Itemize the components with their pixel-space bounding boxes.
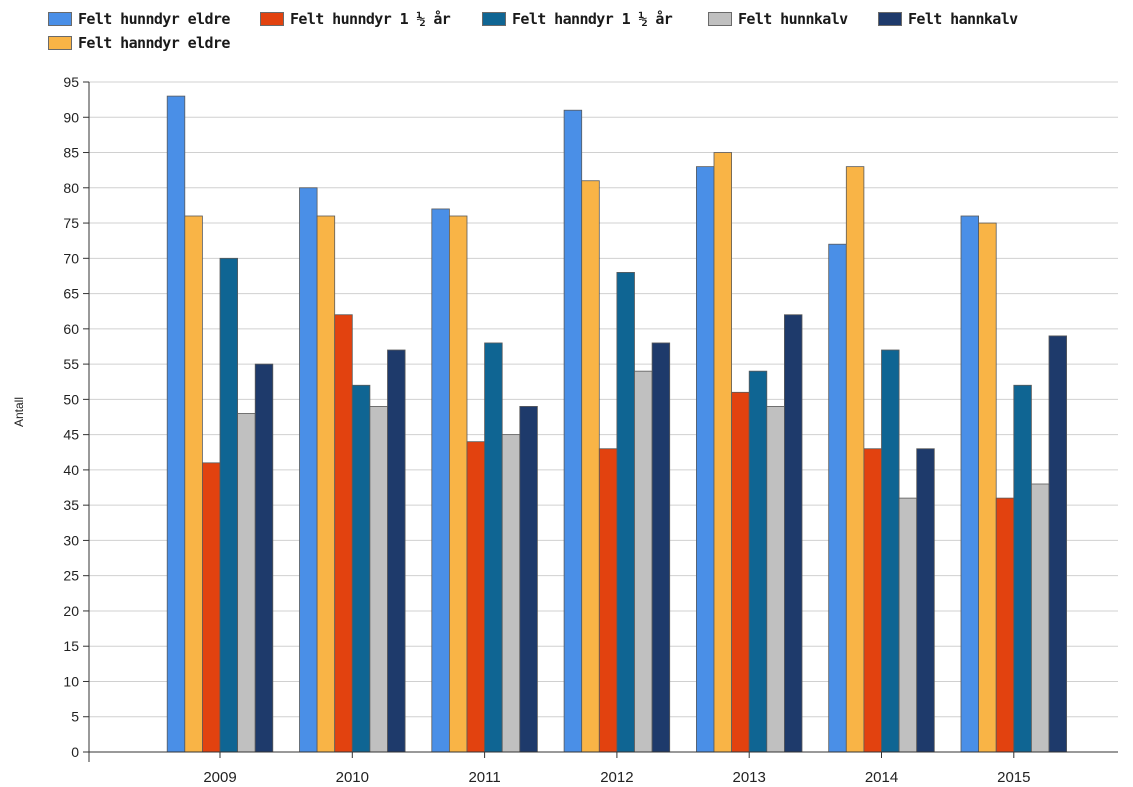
y-tick-label: 45 bbox=[63, 427, 79, 443]
bar bbox=[581, 180, 600, 753]
legend-item-hunnkalv: Felt hunnkalv bbox=[708, 8, 848, 30]
bar bbox=[748, 370, 768, 753]
y-tick-label: 40 bbox=[63, 462, 79, 478]
legend-swatch-icon bbox=[482, 12, 506, 26]
bar bbox=[1013, 384, 1032, 753]
y-tick-label: 90 bbox=[63, 109, 79, 125]
bar bbox=[166, 95, 186, 753]
legend-item-hunndyr-eldre: Felt hunndyr eldre bbox=[48, 8, 230, 30]
y-axis-label: Antall bbox=[12, 397, 26, 427]
y-tick-label: 0 bbox=[71, 744, 79, 760]
bar bbox=[881, 349, 900, 753]
y-tick-label: 15 bbox=[63, 638, 79, 654]
bar bbox=[316, 215, 336, 753]
y-tick-label: 20 bbox=[63, 603, 79, 619]
legend-label: Felt hanndyr eldre bbox=[78, 34, 230, 52]
x-tick-label: 2009 bbox=[203, 769, 236, 786]
x-tick-label: 2012 bbox=[600, 769, 633, 786]
bar bbox=[898, 497, 918, 753]
bar bbox=[784, 314, 803, 753]
y-tick-label: 85 bbox=[63, 145, 79, 161]
bar bbox=[978, 222, 997, 753]
y-tick-label: 10 bbox=[63, 673, 79, 689]
x-tick-label: 2010 bbox=[336, 769, 369, 786]
legend-label: Felt hannkalv bbox=[908, 10, 1018, 28]
y-tick-label: 25 bbox=[63, 568, 79, 584]
bar bbox=[219, 257, 239, 753]
legend-item-hunndyr-1-5-ar: Felt hunndyr 1 ½ år bbox=[260, 8, 451, 30]
bar bbox=[960, 215, 980, 753]
x-tick-label: 2011 bbox=[468, 769, 500, 786]
bar bbox=[466, 441, 486, 753]
bar bbox=[334, 314, 353, 753]
legend-label: Felt hunndyr eldre bbox=[78, 10, 230, 28]
y-tick-label: 70 bbox=[63, 250, 79, 266]
bar bbox=[828, 243, 847, 753]
legend-item-hanndyr-1-5-ar: Felt hanndyr 1 ½ år bbox=[482, 8, 673, 30]
bar bbox=[299, 187, 318, 753]
legend-swatch-icon bbox=[48, 12, 72, 26]
legend-swatch-icon bbox=[878, 12, 902, 26]
legend-swatch-icon bbox=[708, 12, 732, 26]
bar bbox=[634, 370, 653, 753]
bar bbox=[863, 448, 882, 753]
bar bbox=[387, 349, 406, 753]
legend-item-hanndyr-eldre: Felt hanndyr eldre bbox=[48, 32, 230, 54]
bar bbox=[563, 109, 583, 753]
bar bbox=[201, 462, 221, 753]
bar bbox=[598, 448, 618, 753]
bar bbox=[448, 215, 468, 753]
y-tick-label: 30 bbox=[63, 532, 79, 548]
y-tick-label: 75 bbox=[63, 215, 79, 231]
x-tick-label: 2014 bbox=[865, 769, 898, 786]
bar bbox=[351, 384, 371, 753]
bar bbox=[484, 342, 503, 753]
bar bbox=[616, 272, 635, 753]
bar bbox=[651, 342, 671, 753]
y-tick-label: 55 bbox=[63, 356, 79, 372]
bar-group bbox=[166, 95, 1068, 753]
bar bbox=[696, 166, 715, 753]
y-tick-label: 35 bbox=[63, 497, 79, 513]
bar bbox=[1031, 483, 1050, 753]
y-tick-label: 50 bbox=[63, 391, 79, 407]
y-tick-label: 5 bbox=[71, 709, 79, 725]
bar bbox=[369, 406, 388, 753]
y-tick-label: 65 bbox=[63, 286, 79, 302]
x-tick-label: 2015 bbox=[997, 769, 1030, 786]
y-tick-label: 60 bbox=[63, 321, 79, 337]
bar bbox=[1048, 335, 1068, 753]
bar bbox=[519, 406, 538, 753]
x-tick-label: 2013 bbox=[733, 769, 766, 786]
bar bbox=[501, 434, 521, 753]
legend-swatch-icon bbox=[48, 36, 72, 50]
bar bbox=[916, 448, 935, 753]
bar bbox=[431, 208, 450, 753]
legend-label: Felt hanndyr 1 ½ år bbox=[512, 10, 673, 28]
bar bbox=[713, 152, 733, 753]
bar bbox=[766, 406, 785, 753]
bar bbox=[254, 363, 274, 753]
bar bbox=[995, 497, 1015, 753]
y-tick-label: 80 bbox=[63, 180, 79, 196]
legend-label: Felt hunnkalv bbox=[738, 10, 848, 28]
legend-label: Felt hunndyr 1 ½ år bbox=[290, 10, 451, 28]
y-tick-label: 95 bbox=[63, 74, 79, 90]
bar bbox=[237, 413, 256, 753]
legend-swatch-icon bbox=[260, 12, 284, 26]
bar bbox=[731, 391, 750, 753]
bar bbox=[845, 166, 865, 753]
legend-item-hannkalv: Felt hannkalv bbox=[878, 8, 1018, 30]
axes: 0 5 10 15 20 25 30 35 40 45 50 55 60 65 70 75 80 85 90 95 20… bbox=[63, 74, 1118, 786]
bar bbox=[184, 215, 203, 753]
